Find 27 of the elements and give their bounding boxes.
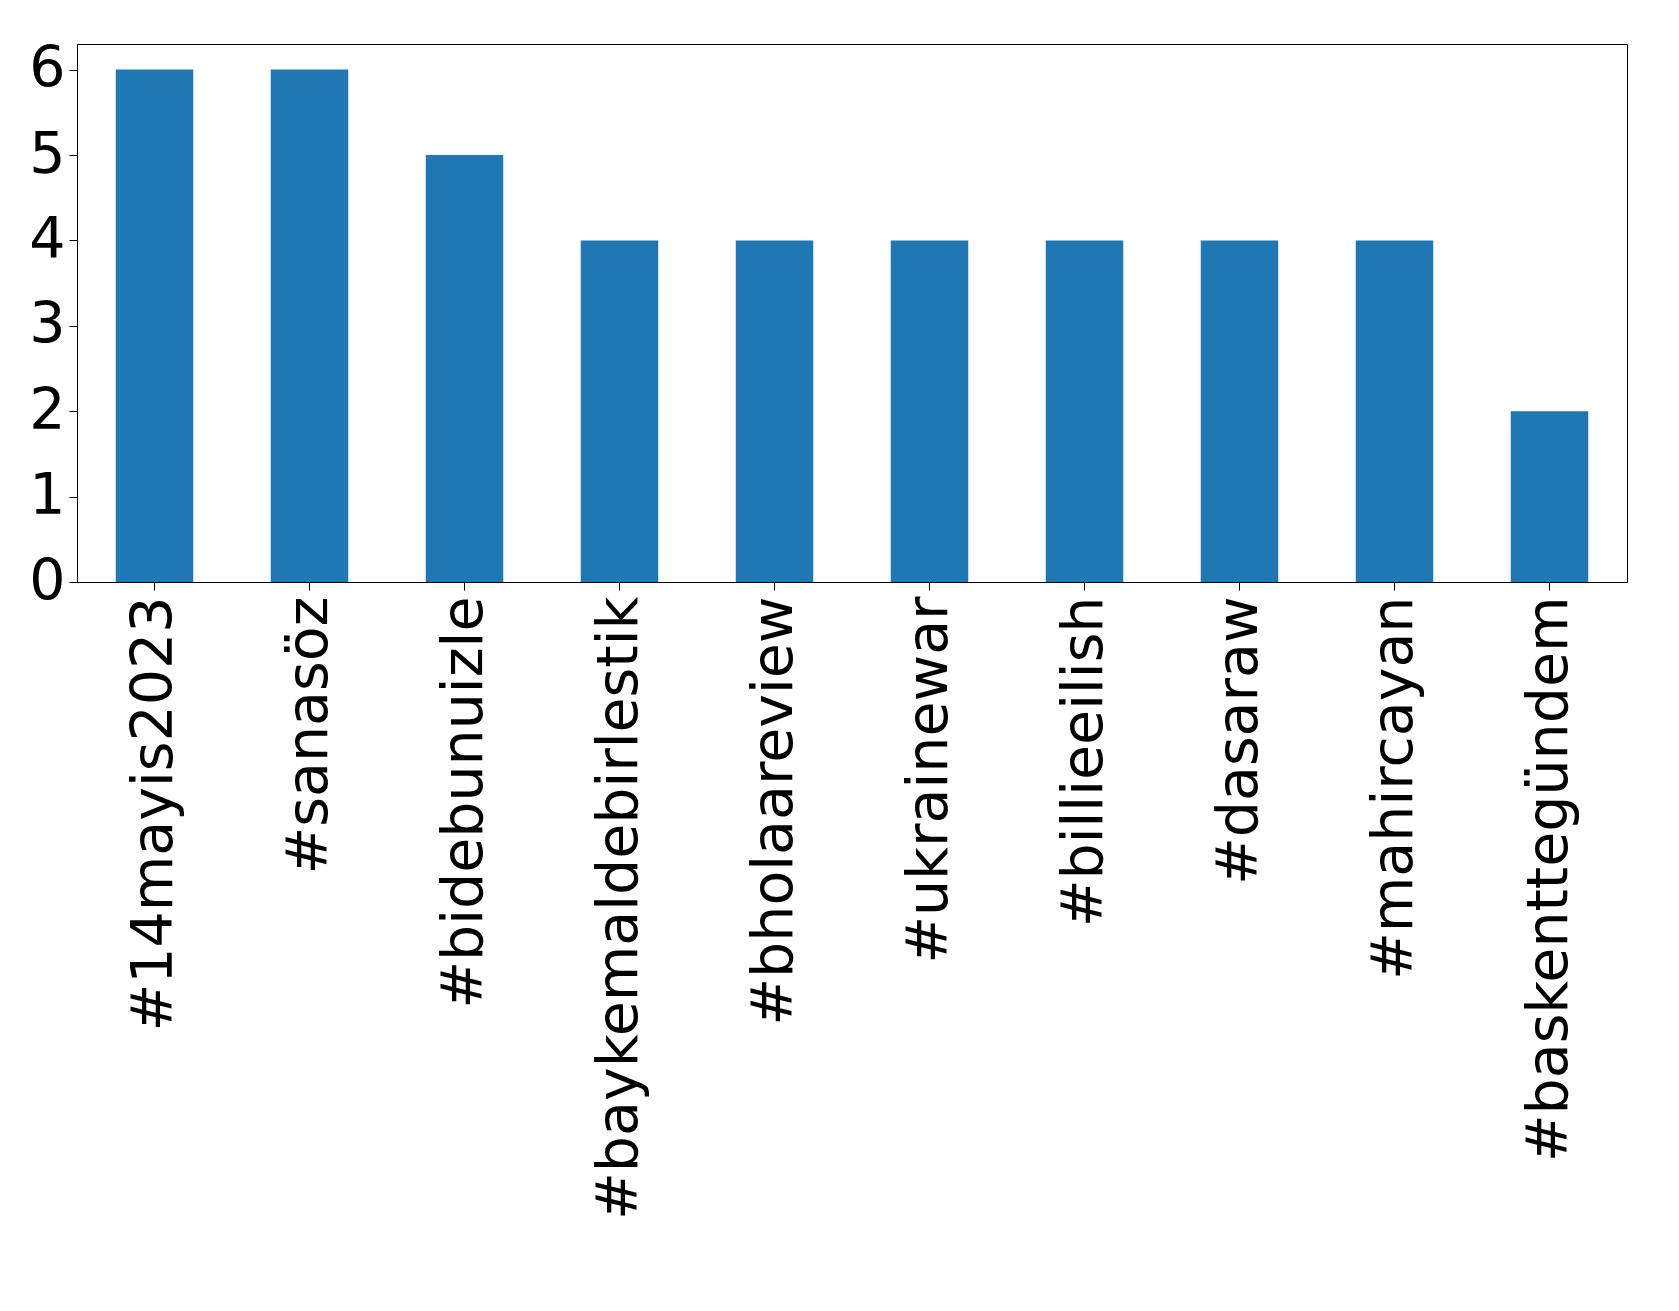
bar bbox=[1355, 240, 1434, 582]
y-tick-label: 6 bbox=[29, 34, 66, 101]
y-tick-label: 1 bbox=[29, 461, 66, 528]
y-tick-label: 4 bbox=[29, 204, 66, 271]
bar bbox=[1200, 240, 1279, 582]
y-tick-label: 0 bbox=[29, 546, 66, 613]
x-tick-label: #14mayis2023 bbox=[118, 596, 185, 1032]
x-tick-label: #baskenttegündem bbox=[1513, 596, 1580, 1163]
bar bbox=[115, 69, 194, 582]
bar bbox=[890, 240, 969, 582]
bar bbox=[270, 69, 349, 582]
bar bbox=[1510, 411, 1589, 582]
bar bbox=[1045, 240, 1124, 582]
x-tick-label: #ukrainewar bbox=[893, 595, 960, 964]
x-tick-label: #bidebunuizle bbox=[428, 596, 495, 1009]
bar bbox=[580, 240, 659, 582]
y-tick-label: 2 bbox=[29, 375, 66, 442]
x-tick-label: #sanasöz bbox=[273, 596, 340, 875]
x-tick-label: #bholaareview bbox=[738, 596, 805, 1026]
x-tick-label: #mahircayan bbox=[1358, 596, 1425, 980]
x-tick-label: #baykemaldebirlestik bbox=[583, 596, 650, 1220]
bar bbox=[425, 155, 504, 582]
x-tick-label: #dasaraw bbox=[1203, 596, 1270, 885]
bar bbox=[735, 240, 814, 582]
y-tick-label: 3 bbox=[29, 290, 66, 357]
y-tick-label: 5 bbox=[29, 119, 66, 186]
x-tick-label: #billieeilish bbox=[1048, 596, 1115, 928]
